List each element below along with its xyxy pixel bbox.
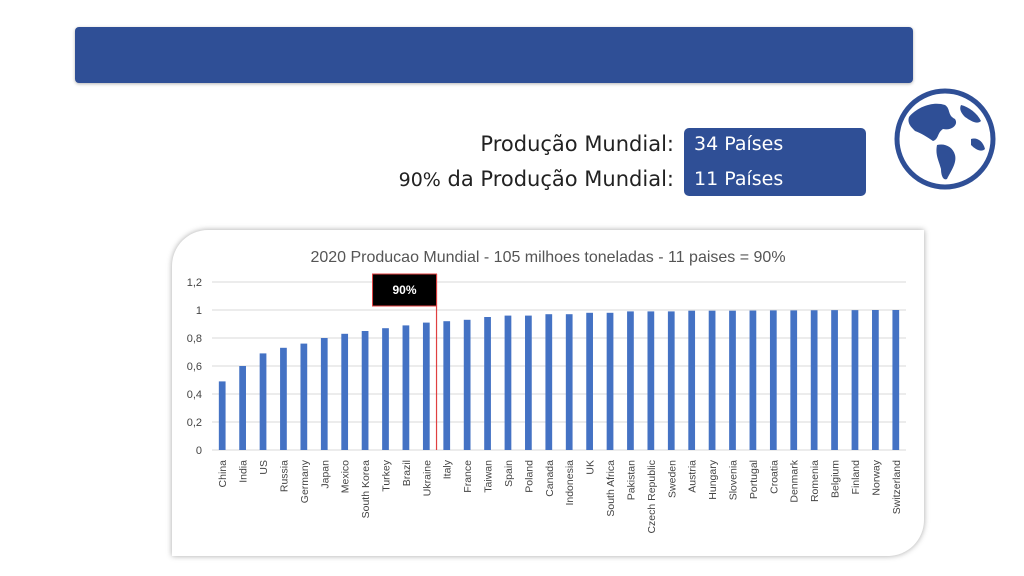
y-tick-label: 0,8 xyxy=(187,333,202,345)
x-category-label: Poland xyxy=(523,460,535,493)
x-category-label: Norway xyxy=(870,459,882,495)
x-category-label: South Africa xyxy=(605,460,617,517)
x-category-label: Czech Republic xyxy=(646,460,658,534)
bar-indonesia xyxy=(565,314,573,450)
share-percent: 90% xyxy=(398,169,441,191)
bar-switzerland xyxy=(892,310,900,450)
x-category-label: Slovenia xyxy=(728,460,740,500)
bar-turkey xyxy=(382,328,389,450)
page-title: Produção Mundial de Fundidos - 2020 xyxy=(154,93,747,129)
bar-mexico xyxy=(341,333,349,450)
x-category-label: India xyxy=(238,460,250,483)
world-production-label: Produção Mundial xyxy=(480,132,667,156)
y-tick-label: 1,2 xyxy=(187,277,202,289)
x-category-label: Germany xyxy=(299,459,311,503)
bar-croatia xyxy=(769,310,777,450)
x-category-label: Austria xyxy=(687,460,699,493)
bar-pakistan xyxy=(627,311,634,450)
x-category-label: Portugal xyxy=(748,460,760,499)
bar-finland xyxy=(851,310,859,450)
threshold-label: 90% xyxy=(393,283,417,297)
world-production-value: 34 Países xyxy=(694,133,784,155)
x-category-label: Spain xyxy=(503,460,515,487)
bar-us xyxy=(259,353,267,450)
bar-germany xyxy=(300,343,308,450)
x-category-label: Ukraine xyxy=(421,460,433,496)
bar-south-africa xyxy=(606,312,614,450)
share-production-value: 11 Países xyxy=(694,168,784,190)
x-category-label: Switzerland xyxy=(891,460,903,514)
x-category-label: South Korea xyxy=(360,460,372,519)
bar-czech-republic xyxy=(647,311,655,450)
x-category-label: France xyxy=(462,460,474,493)
bar-slovenia xyxy=(729,310,736,450)
x-category-label: Pakistan xyxy=(625,460,637,500)
bar-india xyxy=(239,366,246,450)
bar-chart: 2020 Producao Mundial - 105 milhoes tone… xyxy=(187,249,906,534)
bar-poland xyxy=(525,315,532,450)
bar-romenia xyxy=(810,310,818,450)
bar-china xyxy=(218,381,226,450)
bar-austria xyxy=(688,310,696,450)
world-production-row: Produção Mundial: 34 Países xyxy=(0,128,1024,160)
bar-canada xyxy=(545,314,553,450)
bar-denmark xyxy=(790,310,798,450)
bar-hungary xyxy=(708,310,716,450)
bar-russia xyxy=(280,347,287,450)
x-category-label: Indonesia xyxy=(564,460,576,506)
x-category-label: UK xyxy=(585,460,597,475)
bar-france xyxy=(463,319,471,450)
x-category-label: US xyxy=(258,460,270,475)
x-category-label: Japan xyxy=(319,460,331,489)
y-tick-label: 0,6 xyxy=(187,361,202,373)
x-category-label: China xyxy=(217,460,229,488)
y-tick-label: 0,2 xyxy=(187,417,202,429)
stat-value-box xyxy=(684,128,866,196)
x-category-label: Sweden xyxy=(666,460,678,498)
bar-ukraine xyxy=(422,322,430,450)
x-category-label: Denmark xyxy=(789,459,801,502)
x-category-label: Croatia xyxy=(768,460,780,494)
separator: : xyxy=(666,132,674,156)
separator: : xyxy=(666,167,674,191)
bar-japan xyxy=(320,338,328,450)
share-production-row: 90% da Produção Mundial: 11 Países xyxy=(0,163,1024,195)
y-tick-label: 0,4 xyxy=(187,389,202,401)
bar-portugal xyxy=(749,310,757,450)
x-category-label: Italy xyxy=(442,459,454,479)
bar-brazil xyxy=(402,325,410,450)
bar-spain xyxy=(504,315,512,450)
y-tick-label: 0 xyxy=(196,445,202,457)
threshold-label-box xyxy=(372,273,438,307)
x-category-label: Turkey xyxy=(381,459,393,491)
x-category-label: Russia xyxy=(278,460,290,492)
bar-belgium xyxy=(831,310,838,450)
share-production-label: da Produção Mundial xyxy=(440,167,667,191)
bar-italy xyxy=(443,321,451,450)
bar-south-korea xyxy=(361,331,369,450)
x-category-label: Canada xyxy=(544,460,556,497)
chart-card: 2020 Producao Mundial - 105 milhoes tone… xyxy=(172,230,924,556)
x-category-label: Belgium xyxy=(830,460,842,498)
x-category-label: Romenia xyxy=(809,460,821,502)
bar-uk xyxy=(586,312,593,450)
bar-norway xyxy=(872,310,879,450)
x-category-label: Brazil xyxy=(401,460,413,486)
page-title-banner: Produção Mundial de Fundidos - 2020 xyxy=(75,27,913,129)
y-tick-label: 1 xyxy=(196,305,202,317)
x-category-label: Finland xyxy=(850,460,862,495)
x-category-label: Mexico xyxy=(340,460,352,493)
x-category-label: Taiwan xyxy=(483,460,495,493)
globe-americas-icon xyxy=(894,88,996,190)
chart-title: 2020 Producao Mundial - 105 milhoes tone… xyxy=(310,249,785,266)
x-category-label: Hungary xyxy=(707,459,719,499)
bar-taiwan xyxy=(484,317,491,450)
bar-sweden xyxy=(667,311,675,450)
